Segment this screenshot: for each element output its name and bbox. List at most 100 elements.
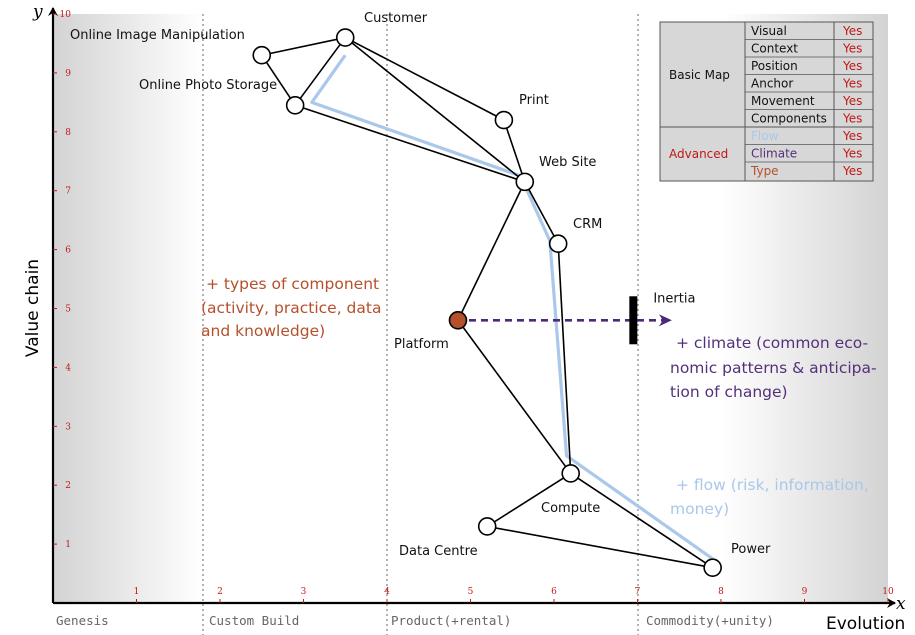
table-value: Yes [842,59,862,73]
svg-text:and knowledge): and knowledge) [201,322,325,340]
y-tick-label: 8 [65,128,71,138]
svg-text:+ climate (common eco-: + climate (common eco- [676,334,868,352]
link-compute-power [570,472,714,569]
table-value: Yes [842,77,862,91]
x-tick-label: 1 [134,587,140,597]
svg-text:nomic patterns & anticipa-: nomic patterns & anticipa- [670,359,877,377]
svg-text:money): money) [670,500,729,518]
table-group-advanced: Advanced [669,147,728,161]
link-customer-print [344,36,505,121]
table-value: Yes [842,94,862,108]
axis-ticks: 1 2 3 4 5 6 7 8 9 10 1 2 3 4 5 6 7 8 9 10 [53,10,894,603]
stage-label-product: Product(+rental) [391,613,511,628]
x-tick-label: 4 [384,587,390,597]
node-label-crm: CRM [573,217,602,232]
inertia-bar [629,296,638,345]
node-label-online-photo-storage: Online Photo Storage [139,78,277,93]
annotation-types: + types of component (activity, practice… [201,275,381,340]
annotation-climate: + climate (common eco- nomic patterns & … [670,334,877,401]
y-tick-label: 9 [65,69,71,79]
inertia-label: Inertia [653,291,695,306]
node-label-web-site: Web Site [539,155,596,170]
link-customer-online_photo_storage [294,37,346,106]
table-feature: Position [751,59,798,73]
node-platform[interactable] [448,310,468,330]
link-customer-online_image_manipulation [261,36,346,57]
link-web_site-platform [457,181,526,321]
x-tick-label: 8 [718,587,724,597]
table-feature: Movement [751,94,815,108]
table-value: Yes [842,112,862,126]
y-tick-label: 2 [65,481,71,491]
svg-text:(activity, practice, data: (activity, practice, data [201,299,381,317]
link-compute-data_centre [486,472,572,528]
table-feature: Anchor [751,77,793,91]
component-links [261,36,714,569]
link-data_centre-power [487,525,713,569]
y-tick-label: 7 [65,187,71,197]
annotation-flow: + flow (risk, information, money) [670,476,869,518]
svg-text:tion of change): tion of change) [670,383,788,401]
node-label-print: Print [519,93,549,108]
y-tick-label: 4 [65,363,71,373]
link-online_image_manipulation-online_photo_storage [261,54,296,106]
node-label-platform: Platform [394,337,449,352]
table-value: Yes [842,42,862,56]
y-tick-label: 1 [65,540,71,550]
table-value: Yes [842,164,862,178]
node-label-customer: Customer [364,11,428,26]
flow-line [310,54,714,561]
y-tick-label: 3 [65,422,71,432]
x-tick-label: 3 [301,587,307,597]
link-print-web_site [503,119,526,183]
table-feature: Components [751,112,827,126]
node-power[interactable] [703,558,722,577]
node-compute[interactable] [561,464,581,483]
node-label-data-centre: Data Centre [399,544,478,559]
node-online_photo_storage[interactable] [285,95,305,115]
component-nodes [252,28,722,577]
x-tick-label: 9 [802,587,808,597]
table-value: Yes [842,129,862,143]
x-tick-label: 7 [635,587,641,597]
y-tick-label: 5 [65,305,71,315]
table-group-basic-map: Basic Map [669,68,730,82]
y-axis-symbol: y [32,2,43,22]
node-label-compute: Compute [541,501,600,516]
table-feature: Type [750,164,779,178]
table-value: Yes [842,147,862,161]
node-data_centre[interactable] [477,517,497,536]
node-label-power: Power [731,542,771,557]
stage-label-custom-build: Custom Build [209,613,299,628]
link-crm-compute [557,243,572,474]
table-feature: Climate [751,147,797,161]
table-value: Yes [842,24,862,38]
x-axis-symbol: x [896,594,906,614]
y-tick-label: 6 [65,246,71,256]
stage-label-genesis: Genesis [56,613,109,628]
link-platform-compute [457,319,572,474]
link-online_photo_storage-web_site [294,104,526,183]
x-axis-title: Evolution [826,614,905,634]
node-crm[interactable] [548,234,568,254]
stage-label-commodity: Commodity(+unity) [646,613,774,628]
node-print[interactable] [494,110,514,130]
link-web_site-crm [524,181,559,245]
node-web_site[interactable] [515,172,535,192]
y-tick-label: 10 [60,10,72,20]
svg-text:+ flow (risk, information,: + flow (risk, information, [676,476,869,494]
legend-table: Basic Map Advanced Visual Context Positi… [659,21,874,182]
link-customer-web_site [344,36,526,183]
x-tick-label: 2 [217,587,223,597]
y-axis-title: Value chain [23,259,43,357]
x-tick-label: 5 [468,587,474,597]
node-customer[interactable] [335,28,355,47]
x-tick-label: 10 [882,587,894,597]
node-online_image_manipulation[interactable] [252,45,272,65]
table-feature: Flow [751,129,779,143]
table-feature: Context [751,42,798,56]
x-tick-label: 6 [551,587,557,597]
table-feature: Visual [751,24,787,38]
node-label-online-image-manipulation: Online Image Manipulation [70,28,245,43]
